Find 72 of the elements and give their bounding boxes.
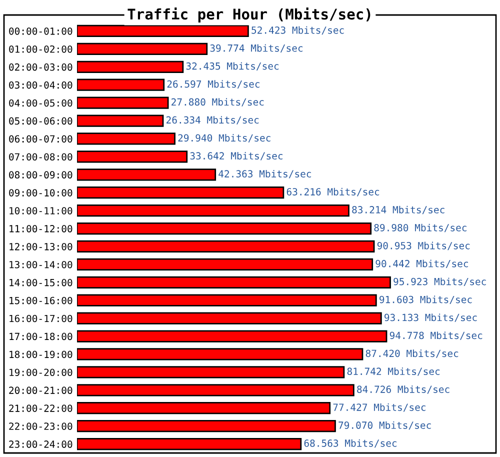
y-tick-label: 08:00-09:00 xyxy=(9,171,72,179)
bar xyxy=(77,258,374,271)
y-tick-label: 21:00-22:00 xyxy=(9,404,72,412)
data-label: 68.563 Mbits/sec xyxy=(304,439,397,448)
bar xyxy=(77,402,331,414)
y-tick-label: 18:00-19:00 xyxy=(10,350,72,358)
data-label: 26.597 Mbits/sec xyxy=(167,80,260,88)
bar xyxy=(77,312,382,324)
data-label: 27.880 Mbits/sec xyxy=(172,98,264,106)
data-label: 32.435 Mbits/sec xyxy=(186,62,279,71)
y-tick-label: 20:00-21:00 xyxy=(9,386,72,394)
bar xyxy=(77,330,388,342)
data-label: 77.427 Mbits/sec xyxy=(333,403,426,412)
bar xyxy=(77,150,188,163)
y-tick-label: 11:00-12:00 xyxy=(10,225,72,232)
bar xyxy=(77,204,350,217)
data-label: 26.334 Mbits/sec xyxy=(166,116,259,124)
bar xyxy=(77,222,372,235)
y-tick-label: 07:00-08:00 xyxy=(9,153,72,161)
y-tick-label: 13:00-14:00 xyxy=(10,260,72,268)
data-label: 89.980 Mbits/sec xyxy=(374,224,466,232)
y-tick-label: 22:00-23:00 xyxy=(9,422,72,430)
y-tick-label: 06:00-07:00 xyxy=(9,135,72,143)
data-label: 90.953 Mbits/sec xyxy=(377,242,470,250)
data-label: 81.742 Mbits/sec xyxy=(347,368,440,376)
y-tick-label: 01:00-02:00 xyxy=(9,45,72,53)
y-tick-label: 15:00-16:00 xyxy=(10,296,72,304)
bar xyxy=(77,438,302,450)
y-tick-label: 02:00-03:00 xyxy=(9,63,72,71)
data-label: 79.070 Mbits/sec xyxy=(338,421,431,430)
data-label: 42.363 Mbits/sec xyxy=(218,170,311,178)
data-label: 90.442 Mbits/sec xyxy=(376,260,468,268)
data-label: 95.923 Mbits/sec xyxy=(394,278,486,286)
y-tick-label: 16:00-17:00 xyxy=(10,314,72,322)
bar xyxy=(77,132,176,145)
bar xyxy=(77,42,208,56)
y-tick-label: 05:00-06:00 xyxy=(9,117,72,125)
data-label: 39.774 Mbits/sec xyxy=(210,44,302,53)
data-label: 83.214 Mbits/sec xyxy=(352,206,444,214)
data-label: 52.423 Mbits/sec xyxy=(252,26,344,35)
y-tick-label: 00:00-01:00 xyxy=(9,27,72,35)
data-label: 84.726 Mbits/sec xyxy=(357,385,450,394)
bar xyxy=(77,384,354,396)
bar xyxy=(77,420,336,432)
bar xyxy=(77,96,169,109)
bar xyxy=(77,294,377,306)
y-tick-label: 09:00-10:00 xyxy=(9,189,72,196)
bar xyxy=(77,348,364,360)
chart-title: Traffic per Hour (Mbits/sec) xyxy=(128,8,370,22)
bar xyxy=(77,168,216,181)
y-tick-label: 23:00-24:00 xyxy=(9,440,72,448)
y-tick-label: 12:00-13:00 xyxy=(10,242,72,250)
bar xyxy=(77,78,165,91)
y-tick-label: 04:00-05:00 xyxy=(9,99,72,107)
bar xyxy=(77,366,345,378)
data-label: 33.642 Mbits/sec xyxy=(190,152,282,160)
data-label: 91.603 Mbits/sec xyxy=(380,296,472,304)
bar xyxy=(77,186,284,199)
data-label: 93.133 Mbits/sec xyxy=(384,314,477,322)
data-label: 87.420 Mbits/sec xyxy=(366,350,458,358)
bar xyxy=(77,114,164,127)
data-label: 29.940 Mbits/sec xyxy=(178,134,270,142)
bar xyxy=(77,276,391,288)
data-label: 63.216 Mbits/sec xyxy=(286,188,380,196)
y-tick-label: 03:00-04:00 xyxy=(9,81,72,89)
bar xyxy=(77,240,375,253)
y-tick-label: 10:00-11:00 xyxy=(10,207,72,214)
y-tick-label: 17:00-18:00 xyxy=(10,332,72,340)
bar xyxy=(77,60,184,73)
y-tick-label: 19:00-20:00 xyxy=(10,368,72,376)
y-tick-label: 14:00-15:00 xyxy=(10,278,72,286)
data-label: 94.778 Mbits/sec xyxy=(390,332,482,340)
